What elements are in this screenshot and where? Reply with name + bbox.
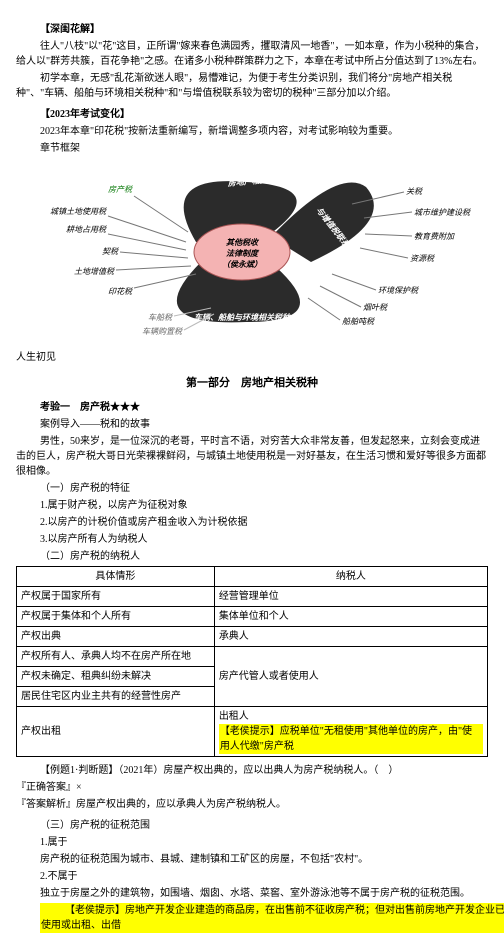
svg-text:关税: 关税 <box>406 187 423 196</box>
svg-text:车辆、船舶与环境相关税种: 车辆、船舶与环境相关税种 <box>194 313 291 322</box>
tip-highlight: 【老侯提示】应税单位"无租使用"其他单位的房产，由"使用人代缴"房产税 <box>219 724 483 754</box>
list-item: 1.属于 <box>16 835 488 850</box>
table-cell: 居民住宅区内业主共有的经营性房产 <box>17 686 215 706</box>
table-cell: 产权属于国家所有 <box>17 586 215 606</box>
table-cell: 经营管理单位 <box>214 586 487 606</box>
list-item: 2.以房产的计税价值或房产租金收入为计税依据 <box>16 515 488 530</box>
tip-highlight: 【老侯提示】房地产开发企业建造的商品房，在出售前不征收房产税；但对出售前房地产开… <box>16 903 488 933</box>
table-cell: 产权所有人、承典人均不在房产所在地 <box>17 646 215 666</box>
taxpayer-table: 具体情形 纳税人 产权属于国家所有 经营管理单位 产权属于集体和个人所有 集体单… <box>16 566 488 757</box>
svg-text:（侯永斌）: （侯永斌） <box>222 259 262 269</box>
svg-text:车辆购置税: 车辆购置税 <box>142 327 183 336</box>
mindmap-diagram: 其他税收 法律制度 （侯永斌） 房地产相关税种 房产税 城镇土地使用税 耕地占用… <box>16 162 488 342</box>
svg-text:船舶吨税: 船舶吨税 <box>342 317 375 326</box>
section-title: 【2023年考试变化】 <box>16 107 488 122</box>
list-item: 1.属于财产税，以房产为征税对象 <box>16 498 488 513</box>
case-intro: 案例导入——税和的故事 <box>16 417 488 432</box>
para: 房产税的征税范围为城市、县城、建制镇和工矿区的房屋，不包括"农村"。 <box>16 852 488 867</box>
list-item: 3.以房产所有人为纳税人 <box>16 532 488 547</box>
subhead: 章节框架 <box>16 141 488 156</box>
example-ans: 『正确答案』× <box>16 780 488 795</box>
para: 往人"八枝"以"花"这目，正所谓"嫁来春色满园秀，攫取清风一地香"，一如本章，作… <box>16 39 488 69</box>
para: 初学本章，无感"乱花渐欲迷人眼"，易懵难记，为便于考生分类识别，我们将分"房地产… <box>16 71 488 101</box>
caption: 人生初见 <box>16 350 488 365</box>
svg-text:城市维护建设税: 城市维护建设税 <box>414 208 471 217</box>
cell-line: 出租人 <box>219 709 483 724</box>
example-q: 【例题1·判断题】（2021年）房屋产权出典的，应以出典人为房产税纳税人。（ ） <box>16 763 488 778</box>
exam-heading: 考验一 房产税★★★ <box>16 400 488 415</box>
svg-text:车船税: 车船税 <box>148 313 173 322</box>
svg-text:土地增值税: 土地增值税 <box>74 267 115 276</box>
svg-text:房产税: 房产税 <box>108 185 133 194</box>
table-cell: 产权属于集体和个人所有 <box>17 606 215 626</box>
table-header: 具体情形 <box>17 566 215 586</box>
svg-text:环境保护税: 环境保护税 <box>378 286 419 295</box>
table-cell: 产权出典 <box>17 626 215 646</box>
table-cell: 产权出租 <box>17 706 215 756</box>
svg-text:城镇土地使用税: 城镇土地使用税 <box>50 207 107 216</box>
table-cell: 房产代管人或者使用人 <box>214 646 487 706</box>
para: 独立于房屋之外的建筑物，如围墙、烟囱、水塔、菜窖、室外游泳池等不属于房产税的征税… <box>16 886 488 901</box>
table-cell: 产权未确定、租典纠纷未解决 <box>17 666 215 686</box>
table-cell: 出租人 【老侯提示】应税单位"无租使用"其他单位的房产，由"使用人代缴"房产税 <box>214 706 487 756</box>
table-cell: 集体单位和个人 <box>214 606 487 626</box>
table-cell: 承典人 <box>214 626 487 646</box>
part-title: 第一部分 房地产相关税种 <box>16 375 488 392</box>
sub-heading: （三）房产税的征税范围 <box>16 818 488 833</box>
section-title: 【深闺花解】 <box>16 22 488 37</box>
svg-text:印花税: 印花税 <box>108 287 133 296</box>
sub-heading: （一）房产税的特征 <box>16 481 488 496</box>
table-header: 纳税人 <box>214 566 487 586</box>
svg-text:耕地占用税: 耕地占用税 <box>66 225 107 234</box>
svg-text:教育费附加: 教育费附加 <box>414 232 455 241</box>
svg-text:契税: 契税 <box>102 247 119 256</box>
list-item: 2.不属于 <box>16 869 488 884</box>
svg-text:烟叶税: 烟叶税 <box>363 303 388 312</box>
svg-text:资源税: 资源税 <box>410 254 435 263</box>
svg-text:其他税收: 其他税收 <box>226 238 260 247</box>
svg-text:法律制度: 法律制度 <box>226 249 260 258</box>
para: 2023年本章"印花税"按新法重新编写，新增调整多项内容，对考试影响较为重要。 <box>16 124 488 139</box>
example-res: 『答案解析』房屋产权出典的，应以承典人为房产税纳税人。 <box>16 797 488 812</box>
case-body: 男性，50来岁，是一位深沉的老哥，平时言不语，对穷苦大众非常友善，但发起怒来，立… <box>16 434 488 479</box>
sub-heading: （二）房产税的纳税人 <box>16 549 488 564</box>
